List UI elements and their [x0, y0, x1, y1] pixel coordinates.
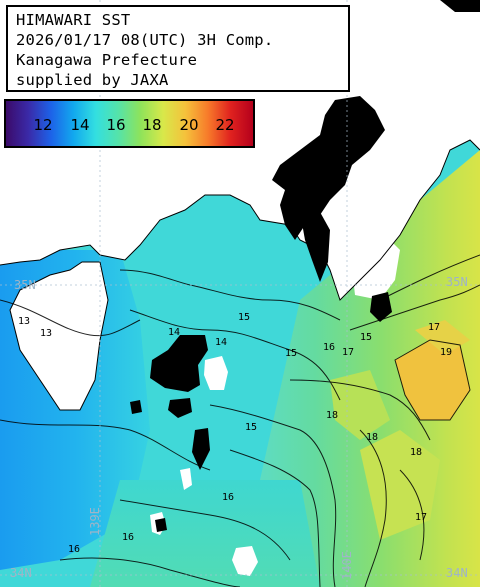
coastline-izu — [9, 261, 109, 411]
legend-label: 16 — [106, 116, 126, 134]
cloud-speck-1 — [130, 400, 142, 414]
sea-warm-band — [360, 430, 440, 540]
isotherm-label: 13 — [18, 316, 30, 327]
isotherm-label: 17 — [342, 347, 354, 358]
isotherm-label: 14 — [215, 337, 227, 348]
title-line-4: supplied by JAXA — [16, 71, 169, 89]
coastline — [0, 139, 480, 301]
isotherm-label: 14 — [168, 327, 180, 338]
lat-label-35n-right: 35N — [446, 275, 468, 289]
color-legend: 12 14 16 18 20 22 — [4, 99, 255, 148]
legend-label: 14 — [70, 116, 90, 134]
lat-label-34n-right: 34N — [446, 566, 468, 580]
isotherm-label: 17 — [415, 512, 427, 523]
isotherm-label: 18 — [410, 447, 422, 458]
sea-warm-band-2 — [330, 370, 390, 440]
cloud-tokyo-bay — [272, 96, 385, 240]
lat-label-34n-left: 34N — [10, 566, 32, 580]
cloud-center-2 — [168, 398, 192, 418]
cloud-center — [150, 335, 208, 392]
land-izu-miura — [10, 262, 108, 410]
lon-label-139e: 139E — [88, 507, 102, 536]
isotherm-label: 13 — [40, 328, 52, 339]
cloud-center-3 — [192, 428, 210, 470]
isotherm-label: 18 — [326, 410, 338, 421]
legend-label: 12 — [33, 116, 53, 134]
lat-label-35n-left: 35N — [14, 278, 36, 292]
isotherm-labels: 13 13 14 14 15 15 15 16 16 16 16 17 17 1… — [18, 312, 452, 555]
isotherm-label: 16 — [122, 532, 134, 543]
legend-label: 22 — [215, 116, 235, 134]
land-island-2 — [232, 546, 258, 576]
cloud-corner — [440, 0, 480, 12]
legend-color-bar — [6, 101, 253, 146]
isotherm-label: 19 — [440, 347, 452, 358]
isotherm-label: 15 — [245, 422, 257, 433]
title-line-1: HIMAWARI SST — [16, 11, 131, 29]
sea-hot-patch — [395, 340, 470, 420]
cloud-boso — [370, 292, 392, 322]
land-island-1 — [204, 356, 228, 390]
isotherm-label: 15 — [285, 348, 297, 359]
isotherm-label: 18 — [366, 432, 378, 443]
legend-label: 20 — [179, 116, 199, 134]
cloud-speck-2 — [155, 518, 167, 532]
isotherm-lines — [0, 254, 480, 587]
isotherm-label: 15 — [238, 312, 250, 323]
sea-hot-patch-2 — [415, 320, 470, 355]
sea-warm-south — [90, 480, 320, 587]
isotherm-label: 15 — [360, 332, 372, 343]
isotherm-label: 16 — [222, 492, 234, 503]
land-island-4 — [180, 468, 192, 490]
title-line-3: Kanagawa Prefecture — [16, 51, 198, 69]
title-box: HIMAWARI SST 2026/01/17 08(UTC) 3H Comp.… — [6, 5, 350, 92]
isotherm-label: 17 — [428, 322, 440, 333]
legend-label: 18 — [142, 116, 162, 134]
isotherm-label: 16 — [323, 342, 335, 353]
isotherm-label: 16 — [68, 544, 80, 555]
lon-label-140e: 140E — [340, 551, 354, 580]
title-line-2: 2026/01/17 08(UTC) 3H Comp. — [16, 31, 274, 49]
